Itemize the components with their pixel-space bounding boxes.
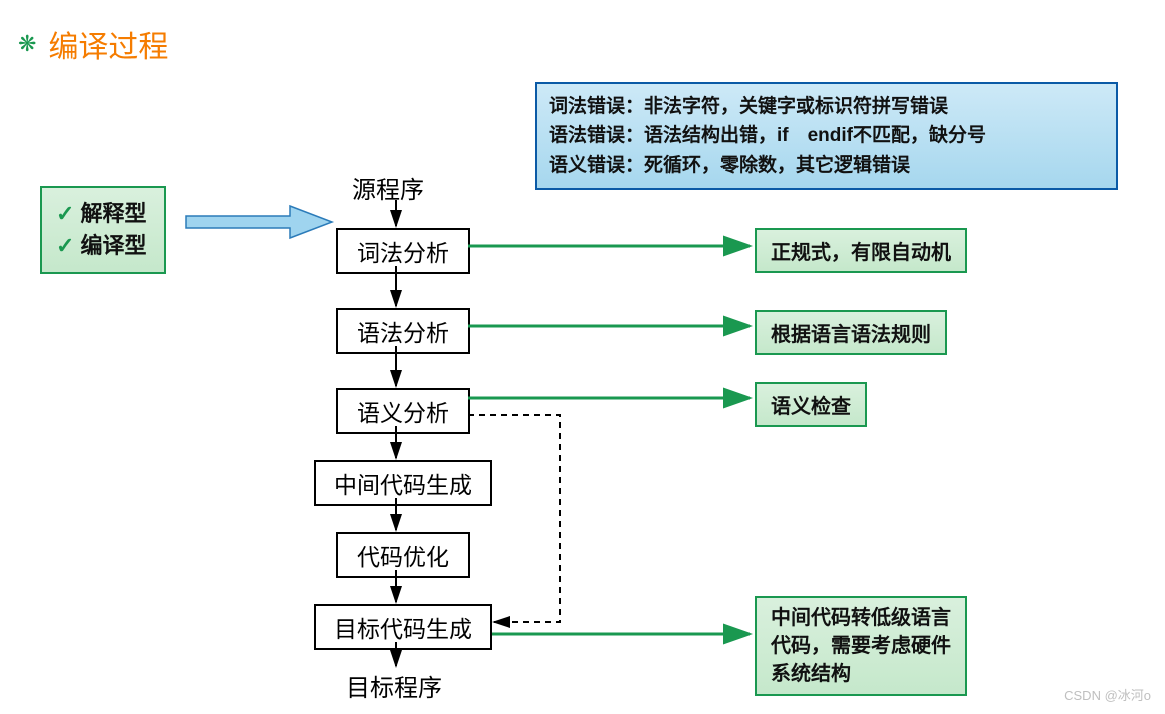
blue-arrow-icon bbox=[186, 206, 332, 238]
arrows-layer bbox=[0, 0, 1165, 714]
dashed-link bbox=[468, 415, 560, 622]
watermark: CSDN @冰河o bbox=[1064, 685, 1151, 704]
